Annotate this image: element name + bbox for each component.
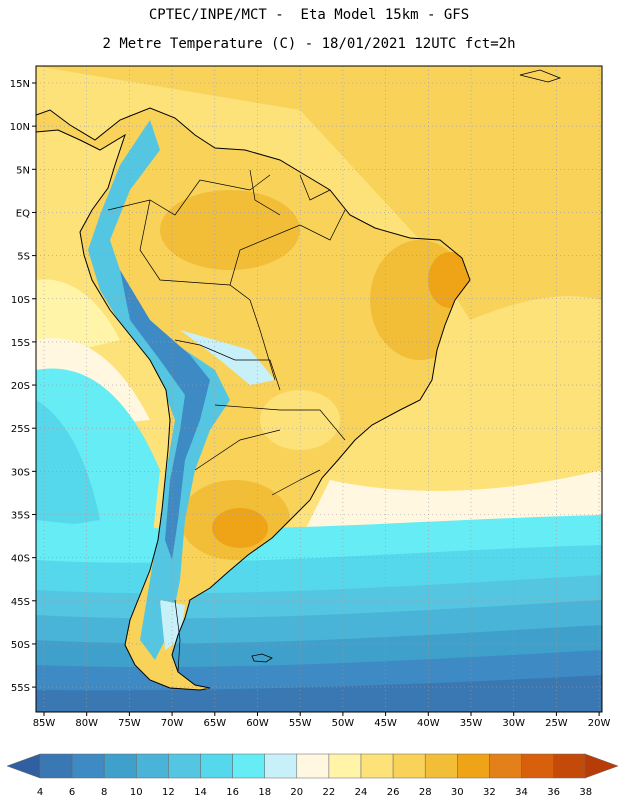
lon-label: 40W xyxy=(417,718,440,729)
colorbar-tick-label: 36 xyxy=(547,787,560,798)
colorbar-swatch xyxy=(328,753,362,779)
colorbar-swatch xyxy=(392,753,426,779)
lat-label: 45S xyxy=(11,597,30,608)
colorbar-swatch xyxy=(39,753,73,779)
colorbar-swatch xyxy=(200,753,233,779)
ocean-south-4 xyxy=(36,675,602,712)
lat-label: 15S xyxy=(11,338,30,349)
colorbar-swatch xyxy=(103,753,137,779)
caribbean-islands xyxy=(519,69,562,83)
lon-label: 20W xyxy=(588,718,611,729)
lat-label: 40S xyxy=(11,554,30,565)
coastline xyxy=(36,107,471,691)
lat-label: 25S xyxy=(11,424,30,435)
map-subtitle: 2 Metre Temperature (C) - 18/01/2021 12U… xyxy=(102,36,516,52)
lat-label: EQ xyxy=(16,208,30,219)
colorbar-tick-label: 34 xyxy=(515,787,528,798)
colorbar-tick-label: 32 xyxy=(483,787,496,798)
lat-label: 35S xyxy=(11,511,30,522)
lon-label: 80W xyxy=(75,718,98,729)
colorbar-tick-label: 4 xyxy=(37,787,43,798)
colorbar-tick-label: 12 xyxy=(162,787,175,798)
lon-label: 50W xyxy=(332,718,355,729)
colorbar-swatch xyxy=(457,753,490,779)
colorbar-tick-label: 28 xyxy=(419,787,432,798)
lon-label: 65W xyxy=(203,718,226,729)
lon-label: 70W xyxy=(161,718,184,729)
colorbar-swatch xyxy=(489,753,522,779)
lat-label: 15N xyxy=(10,79,30,90)
lon-label: 60W xyxy=(246,718,269,729)
colorbar-tick-label: 26 xyxy=(387,787,400,798)
lat-label: 55S xyxy=(11,683,30,694)
latitude-labels: 15N 10N 5N EQ 5S 10S 15S 20S 25S 30S 35S 40S 45S 50S 5… xyxy=(10,79,36,694)
colorbar-tick-label: 20 xyxy=(290,787,303,798)
lon-label: 75W xyxy=(118,718,141,729)
ocean-pacific-14 xyxy=(36,400,100,530)
map-frame xyxy=(35,65,603,713)
lon-label: 85W xyxy=(33,718,56,729)
falkland-islands xyxy=(251,653,273,663)
colorbar-tick-label: 8 xyxy=(101,787,107,798)
lon-label: 25W xyxy=(545,718,568,729)
colorbar-swatch xyxy=(424,753,458,779)
lon-label: 35W xyxy=(460,718,483,729)
lat-label: 5N xyxy=(16,165,30,176)
colorbar-tick-label: 10 xyxy=(130,787,143,798)
colorbar-tick-label: 24 xyxy=(355,787,368,798)
colorbar-tick-label: 38 xyxy=(579,787,592,798)
lat-label: 50S xyxy=(11,640,30,651)
longitude-labels: 85W 80W 75W 70W 65W 60W 55W 50W 45W 40W 35W 30W 25W 2… xyxy=(33,712,611,729)
colorbar-swatch xyxy=(168,753,201,779)
colorbar-tick-label: 6 xyxy=(69,787,75,798)
lon-label: 30W xyxy=(502,718,525,729)
country-borders xyxy=(107,169,346,673)
colorbar-tick-label: 30 xyxy=(451,787,464,798)
lat-label: 20S xyxy=(11,381,30,392)
colorbar-tick-label: 18 xyxy=(258,787,271,798)
colorbar-swatch xyxy=(264,753,298,779)
lat-label: 30S xyxy=(11,467,30,478)
map-title: CPTEC/INPE/MCT - Eta Model 15km - GFS xyxy=(148,7,470,23)
colorbar-high-arrow xyxy=(584,753,618,779)
lon-label: 45W xyxy=(374,718,397,729)
colorbar-swatch xyxy=(521,753,554,779)
colorbar-swatch xyxy=(360,753,394,779)
colorbar-swatch xyxy=(553,753,586,779)
colorbar-tick-label: 14 xyxy=(194,787,207,798)
colorbar-low-arrow xyxy=(6,753,41,779)
colorbar-swatch xyxy=(232,753,265,779)
colorbar-tick-label: 16 xyxy=(226,787,239,798)
colorbar-swatch xyxy=(71,753,105,779)
colorbar-swatch xyxy=(296,753,330,779)
lon-label: 55W xyxy=(289,718,312,729)
lat-label: 10S xyxy=(11,295,30,306)
lat-label: 10N xyxy=(10,122,30,133)
colorbar-tick-label: 22 xyxy=(323,787,336,798)
colorbar-swatch xyxy=(136,753,169,779)
lat-label: 5S xyxy=(17,252,30,263)
colorbar: 4 6 8 10 12 14 16 18 20 22 24 26 28 30 32 34 36 38 xyxy=(6,753,618,798)
